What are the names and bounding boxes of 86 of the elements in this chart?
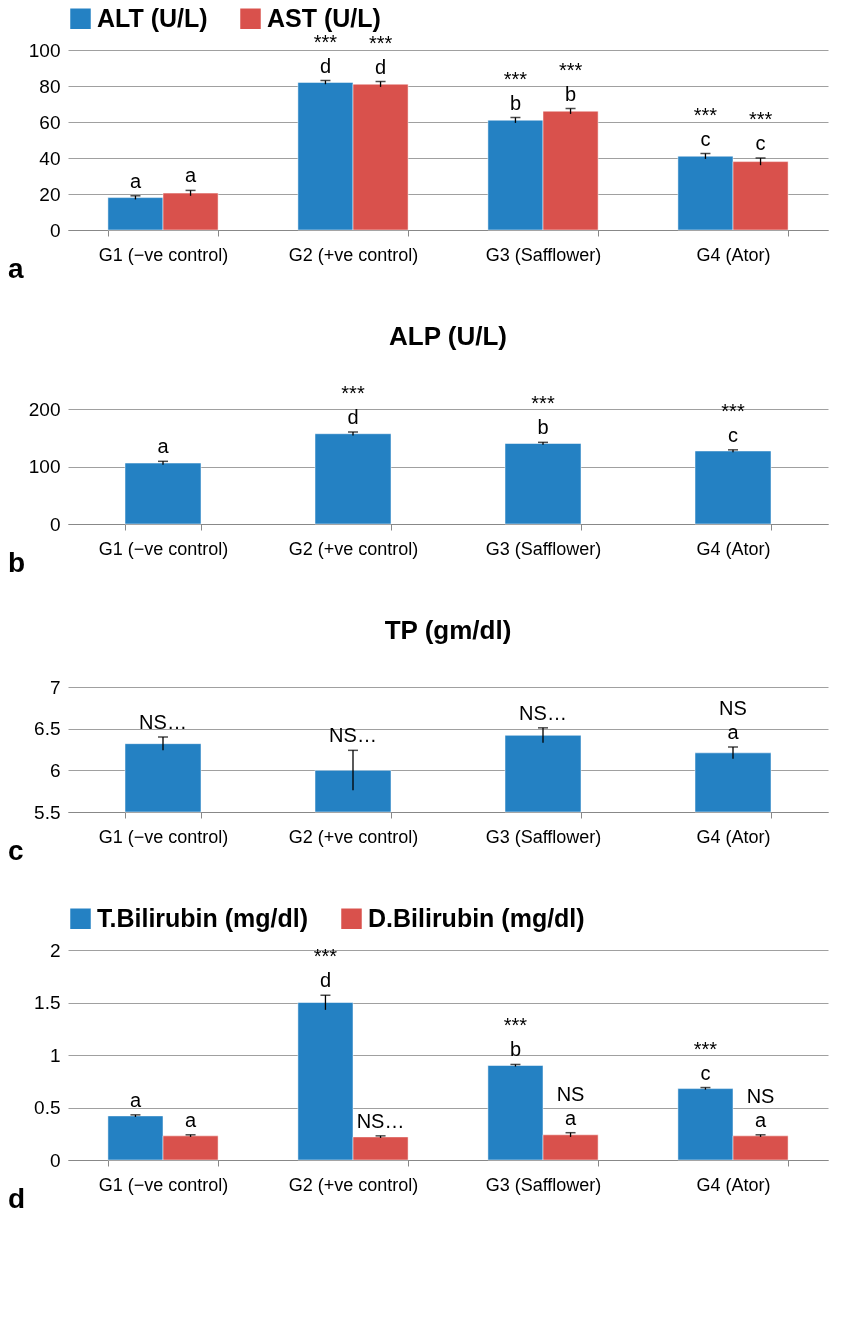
bar — [694, 450, 772, 525]
y-tick-label: 1.5 — [34, 992, 61, 1013]
annotation: d — [347, 406, 359, 428]
x-tick-label: G2 (+ve control) — [288, 826, 419, 847]
y-tick-label: 0 — [49, 1149, 61, 1171]
annotation: *** — [693, 103, 718, 126]
y-tick-label: 40 — [39, 147, 61, 169]
y-tick-label: 100 — [28, 39, 61, 61]
annotation: *** — [558, 58, 583, 81]
y-tick-label: 6.5 — [34, 718, 61, 740]
text: b — [8, 547, 26, 578]
x-tick-label: G1 (−ve control) — [98, 826, 229, 847]
chart-title: TP (gm/dl) — [384, 615, 512, 645]
annotation: NS — [746, 1084, 775, 1107]
annotation: *** — [531, 392, 555, 415]
x-tick-label: G2 (+ve control) — [288, 538, 419, 559]
annotation: *** — [341, 382, 365, 404]
annotation: b — [509, 1038, 522, 1061]
annotation: b — [509, 91, 522, 114]
x-tick-label: G3 (Safflower) — [485, 538, 602, 559]
x-tick-label: G4 (Ator) — [696, 1174, 771, 1195]
annotation: a — [727, 721, 740, 743]
y-tick-label: 0.5 — [34, 1097, 61, 1118]
annotation: c — [700, 1061, 711, 1084]
annotation: *** — [503, 67, 528, 90]
annotation: *** — [503, 1014, 528, 1037]
y-tick-label: 100 — [28, 456, 61, 477]
annotation: a — [129, 169, 142, 192]
y-tick-label: 7 — [49, 676, 61, 698]
y-tick-label: 2 — [49, 939, 61, 961]
y-tick-label: 0 — [49, 219, 61, 241]
x-tick-label: G1 (−ve control) — [98, 244, 229, 265]
annotation: NS — [556, 1082, 585, 1105]
y-tick-label: 1 — [49, 1044, 61, 1066]
legend-label: ALT (U/L) — [97, 3, 208, 32]
text: c — [8, 835, 24, 866]
annotation: a — [754, 1108, 767, 1131]
y-tick-label: 80 — [39, 75, 61, 97]
bar — [124, 462, 202, 525]
annotation: a — [129, 1088, 142, 1111]
annotation: *** — [721, 399, 745, 422]
annotation: NS… — [139, 711, 187, 733]
x-tick-label: G1 (−ve control) — [98, 1174, 229, 1195]
annotation: d — [374, 55, 387, 78]
annotation: NS… — [356, 1109, 405, 1132]
x-tick-label: G2 (+ve control) — [288, 244, 419, 265]
legend-label: AST (U/L) — [267, 3, 381, 32]
x-tick-label: G4 (Ator) — [696, 244, 771, 265]
y-tick-label: 20 — [39, 183, 61, 205]
x-tick-label: G2 (+ve control) — [288, 1174, 419, 1195]
annotation: c — [728, 423, 738, 446]
y-tick-label: 0 — [49, 513, 61, 535]
legend-label: T.Bilirubin (mg/dl) — [97, 903, 309, 932]
y-tick-label: 5.5 — [34, 801, 61, 823]
bar — [314, 433, 392, 525]
annotation: *** — [368, 31, 393, 54]
annotation: *** — [313, 945, 338, 968]
annotation: b — [537, 416, 549, 439]
x-tick-label: G1 (−ve control) — [98, 538, 229, 559]
y-tick-label: 200 — [28, 398, 61, 420]
x-tick-label: G4 (Ator) — [696, 538, 771, 559]
annotation: c — [755, 132, 766, 154]
annotation: a — [184, 1108, 197, 1131]
text: d — [8, 1183, 26, 1214]
annotation: NS… — [519, 701, 567, 724]
legend-label: D.Bilirubin (mg/dl) — [368, 903, 585, 932]
x-tick-label: G4 (Ator) — [696, 826, 771, 847]
annotation: a — [157, 435, 170, 458]
annotation: c — [700, 127, 711, 150]
x-tick-label: G3 (Safflower) — [485, 1174, 602, 1195]
annotation: *** — [748, 108, 773, 130]
chart-title: ALP (U/L) — [389, 321, 507, 351]
x-tick-label: G3 (Safflower) — [485, 826, 602, 847]
y-tick-label: 60 — [39, 111, 61, 133]
annotation: b — [564, 82, 577, 105]
annotation: a — [564, 1106, 577, 1129]
annotation: *** — [693, 1037, 718, 1060]
y-tick-label: 6 — [49, 759, 61, 781]
annotation: d — [319, 54, 332, 77]
annotation: NS — [719, 697, 747, 719]
annotation: a — [184, 164, 197, 187]
annotation: d — [319, 969, 332, 992]
text: a — [8, 253, 24, 284]
bar — [504, 443, 582, 525]
x-tick-label: G3 (Safflower) — [485, 244, 602, 265]
annotation: NS… — [329, 724, 377, 747]
